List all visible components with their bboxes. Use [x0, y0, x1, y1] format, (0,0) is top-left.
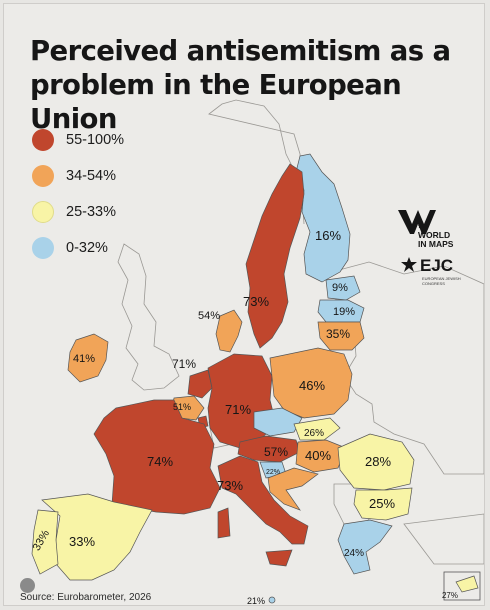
label-estonia: 9%	[332, 282, 348, 294]
country-portugal	[31, 509, 59, 575]
value-labels: 16% 73% 54% 9% 19% 35% 41% 71% 51% 71% 4…	[31, 228, 458, 606]
logo-wim-line2: WORLD	[418, 230, 451, 240]
label-lithuania: 35%	[326, 327, 350, 341]
eu-countries	[31, 153, 479, 604]
country-romania	[337, 433, 415, 491]
world-in-maps-logo-icon	[398, 210, 436, 234]
country-estonia	[325, 275, 361, 301]
cyprus-inset-frame	[443, 571, 481, 601]
legend-label: 55-100%	[66, 132, 125, 148]
country-czechia	[253, 407, 303, 437]
ejc-logo-text: EJC	[420, 256, 454, 275]
country-netherlands	[187, 369, 213, 399]
country-poland	[269, 347, 353, 419]
label-greece: 24%	[344, 548, 364, 559]
legend-item-55-100: 55-100%	[32, 122, 124, 158]
country-austria	[237, 435, 301, 463]
ejc-logo-subtitle: EUROPEAN JEWISH CONGRESS	[422, 276, 461, 286]
eastern-neighbours	[323, 261, 484, 475]
label-austria: 57%	[264, 445, 288, 459]
source-note: Source: Eurobarometer, 2026	[20, 592, 152, 603]
turkey	[403, 513, 484, 565]
country-croatia	[267, 467, 319, 511]
country-italy	[217, 455, 309, 545]
label-germany: 71%	[225, 402, 251, 417]
legend-item-25-33: 25-33%	[32, 194, 124, 230]
country-italy-sardinia	[217, 507, 231, 539]
label-romania: 28%	[365, 454, 391, 469]
label-sweden: 73%	[243, 294, 269, 309]
label-poland: 46%	[299, 378, 325, 393]
country-malta	[268, 596, 276, 604]
legend-swatch-red	[32, 129, 54, 151]
legend-swatch-blue	[32, 237, 54, 259]
legend-item-34-54: 34-54%	[32, 158, 124, 194]
world-in-maps-logo-text: THE WORLD IN MAPS	[418, 222, 453, 249]
avatar	[20, 578, 35, 593]
title-line-1: Perceived antisemitism as a	[30, 35, 451, 67]
country-ireland	[67, 333, 109, 383]
label-bulgaria: 25%	[369, 496, 395, 511]
country-greece	[337, 519, 393, 575]
country-bulgaria	[353, 487, 413, 521]
country-france	[93, 399, 221, 515]
country-hungary	[295, 439, 347, 473]
great-britain	[117, 243, 180, 391]
legend-label: 34-54%	[66, 168, 116, 184]
label-latvia: 19%	[333, 306, 355, 318]
map-title: Perceived antisemitism as a problem in t…	[30, 34, 470, 136]
non-eu-land	[117, 99, 484, 565]
country-lithuania	[317, 321, 365, 351]
legend-label: 0-32%	[66, 240, 108, 256]
logo-wim-line3: IN MAPS	[418, 239, 454, 249]
title-line-2: problem in the European Union	[30, 69, 402, 135]
country-italy-sicily	[265, 549, 293, 567]
label-malta: 21%	[247, 596, 265, 606]
legend: 55-100% 34-54% 25-33% 0-32%	[32, 122, 124, 266]
label-italy: 73%	[217, 478, 243, 493]
map-frame: Perceived antisemitism as a problem in t…	[3, 3, 485, 606]
label-belgium: 51%	[173, 402, 191, 412]
label-cyprus: 27%	[442, 591, 458, 600]
label-france: 74%	[147, 454, 173, 469]
ejc-star-icon	[401, 257, 417, 272]
logo-wim-line1: THE	[418, 224, 426, 229]
country-slovakia	[293, 417, 341, 441]
legend-item-0-32: 0-32%	[32, 230, 124, 266]
label-spain: 33%	[69, 534, 95, 549]
label-ireland: 41%	[73, 353, 95, 365]
legend-swatch-yellow	[32, 201, 54, 223]
legend-swatch-orange	[32, 165, 54, 187]
country-finland	[295, 153, 351, 283]
label-slovakia: 26%	[304, 428, 324, 439]
label-finland: 16%	[315, 228, 341, 243]
country-cyprus	[455, 575, 479, 593]
label-denmark: 54%	[198, 310, 220, 322]
label-slovenia: 22%	[266, 469, 280, 476]
country-spain	[41, 493, 153, 581]
label-netherlands: 71%	[172, 357, 196, 371]
legend-label: 25-33%	[66, 204, 116, 220]
country-sweden	[245, 163, 305, 349]
europe-map: 16% 73% 54% 9% 19% 35% 41% 71% 51% 71% 4…	[31, 99, 484, 606]
label-hungary: 40%	[305, 448, 331, 463]
country-denmark	[215, 309, 243, 353]
